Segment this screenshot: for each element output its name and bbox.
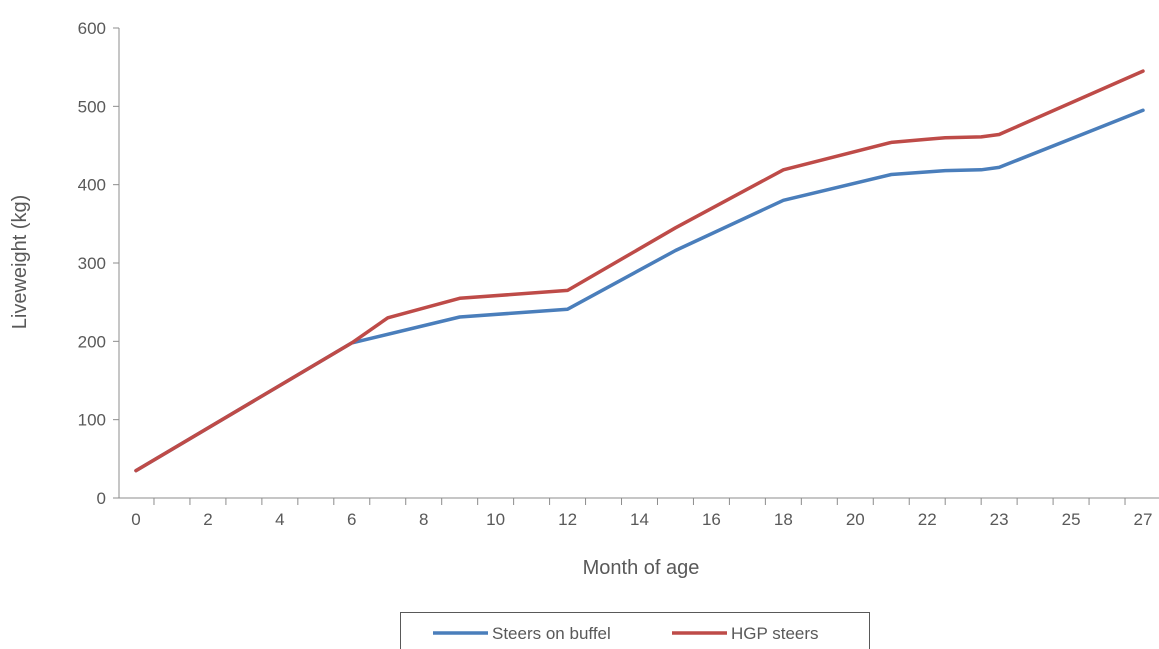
legend-box (400, 612, 870, 649)
x-tick-label: 23 (990, 510, 1009, 529)
x-tick-label: 22 (918, 510, 937, 529)
legend-label-hgp-steers: HGP steers (731, 624, 819, 643)
x-tick-label: 0 (131, 510, 140, 529)
x-tick-label: 4 (275, 510, 284, 529)
y-tick-label: 500 (78, 97, 106, 116)
x-tick-label: 20 (846, 510, 865, 529)
y-tick-label: 600 (78, 19, 106, 38)
y-tick-label: 0 (97, 489, 106, 508)
legend-label-steers-on-buffel: Steers on buffel (492, 624, 611, 643)
y-tick-label: 200 (78, 332, 106, 351)
y-tick-label: 300 (78, 254, 106, 273)
y-tick-label: 400 (78, 176, 106, 195)
x-tick-label: 14 (630, 510, 649, 529)
y-axis: 0 100 200 300 400 500 600 (78, 19, 120, 508)
x-tick-label: 25 (1062, 510, 1081, 529)
y-tick-label: 100 (78, 411, 106, 430)
y-axis-title: Liveweight (kg) (9, 195, 31, 330)
x-axis-title: Month of age (583, 557, 700, 579)
legend: Steers on buffel HGP steers (400, 612, 870, 649)
x-tick-label: 12 (558, 510, 577, 529)
x-tick-label: 18 (774, 510, 793, 529)
x-tick-label: 10 (486, 510, 505, 529)
x-tick-label: 16 (702, 510, 721, 529)
x-axis: 0 2 4 6 8 10 12 14 16 18 20 22 23 25 27 (119, 497, 1159, 529)
x-tick-label: 27 (1134, 510, 1153, 529)
series-layer (134, 69, 1145, 473)
x-tick-label: 8 (419, 510, 428, 529)
x-tick-label: 2 (203, 510, 212, 529)
x-tick-label: 6 (347, 510, 356, 529)
series-line-hgp-steers (134, 69, 1145, 473)
series-line-steers-on-buffel (134, 108, 1145, 473)
